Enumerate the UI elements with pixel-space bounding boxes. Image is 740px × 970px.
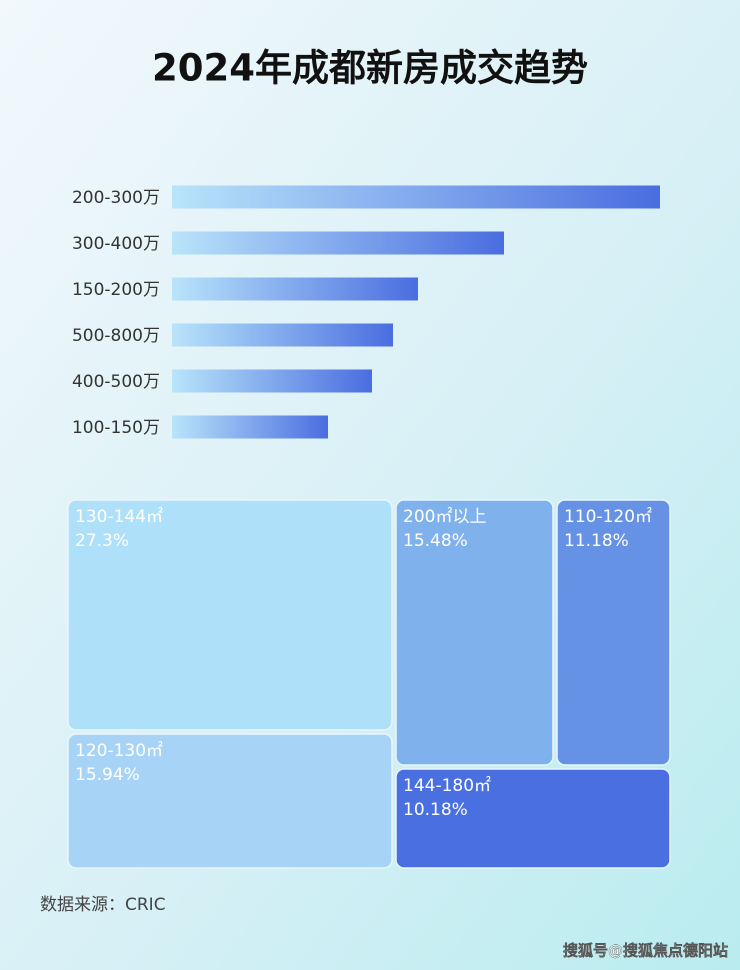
bar: [172, 277, 418, 301]
bar: [172, 415, 328, 439]
bar: [172, 323, 393, 347]
treemap-cell: [556, 499, 671, 766]
treemap-cell: [67, 733, 393, 869]
bar-label: 150-200万: [72, 280, 160, 300]
cell-label: 144-180㎡: [403, 776, 491, 796]
treemap-cell: [395, 768, 671, 869]
cell-value: 15.48%: [403, 531, 468, 551]
treemap-cell: [395, 499, 554, 766]
bar: [172, 185, 660, 209]
source-note: 数据来源：CRIC: [40, 895, 166, 915]
watermark: 搜狐号@搜狐焦点德阳站: [563, 942, 728, 960]
bar-label: 200-300万: [72, 188, 160, 208]
cell-value: 11.18%: [564, 531, 629, 551]
bar-label: 500-800万: [72, 326, 160, 346]
cell-value: 10.18%: [403, 800, 468, 820]
cell-value: 27.3%: [75, 531, 129, 551]
cell-label: 130-144㎡: [75, 507, 163, 527]
bar-label: 300-400万: [72, 234, 160, 254]
bar: [172, 231, 504, 255]
bar: [172, 369, 372, 393]
cell-value: 15.94%: [75, 765, 140, 785]
cell-label: 110-120㎡: [564, 507, 652, 527]
cell-label: 200㎡以上: [403, 507, 486, 527]
bar-label: 400-500万: [72, 372, 160, 392]
treemap-cell: [67, 499, 393, 731]
cell-label: 120-130㎡: [75, 741, 163, 761]
page-title: 2024年成都新房成交趋势: [152, 47, 588, 90]
bar-label: 100-150万: [72, 418, 160, 438]
